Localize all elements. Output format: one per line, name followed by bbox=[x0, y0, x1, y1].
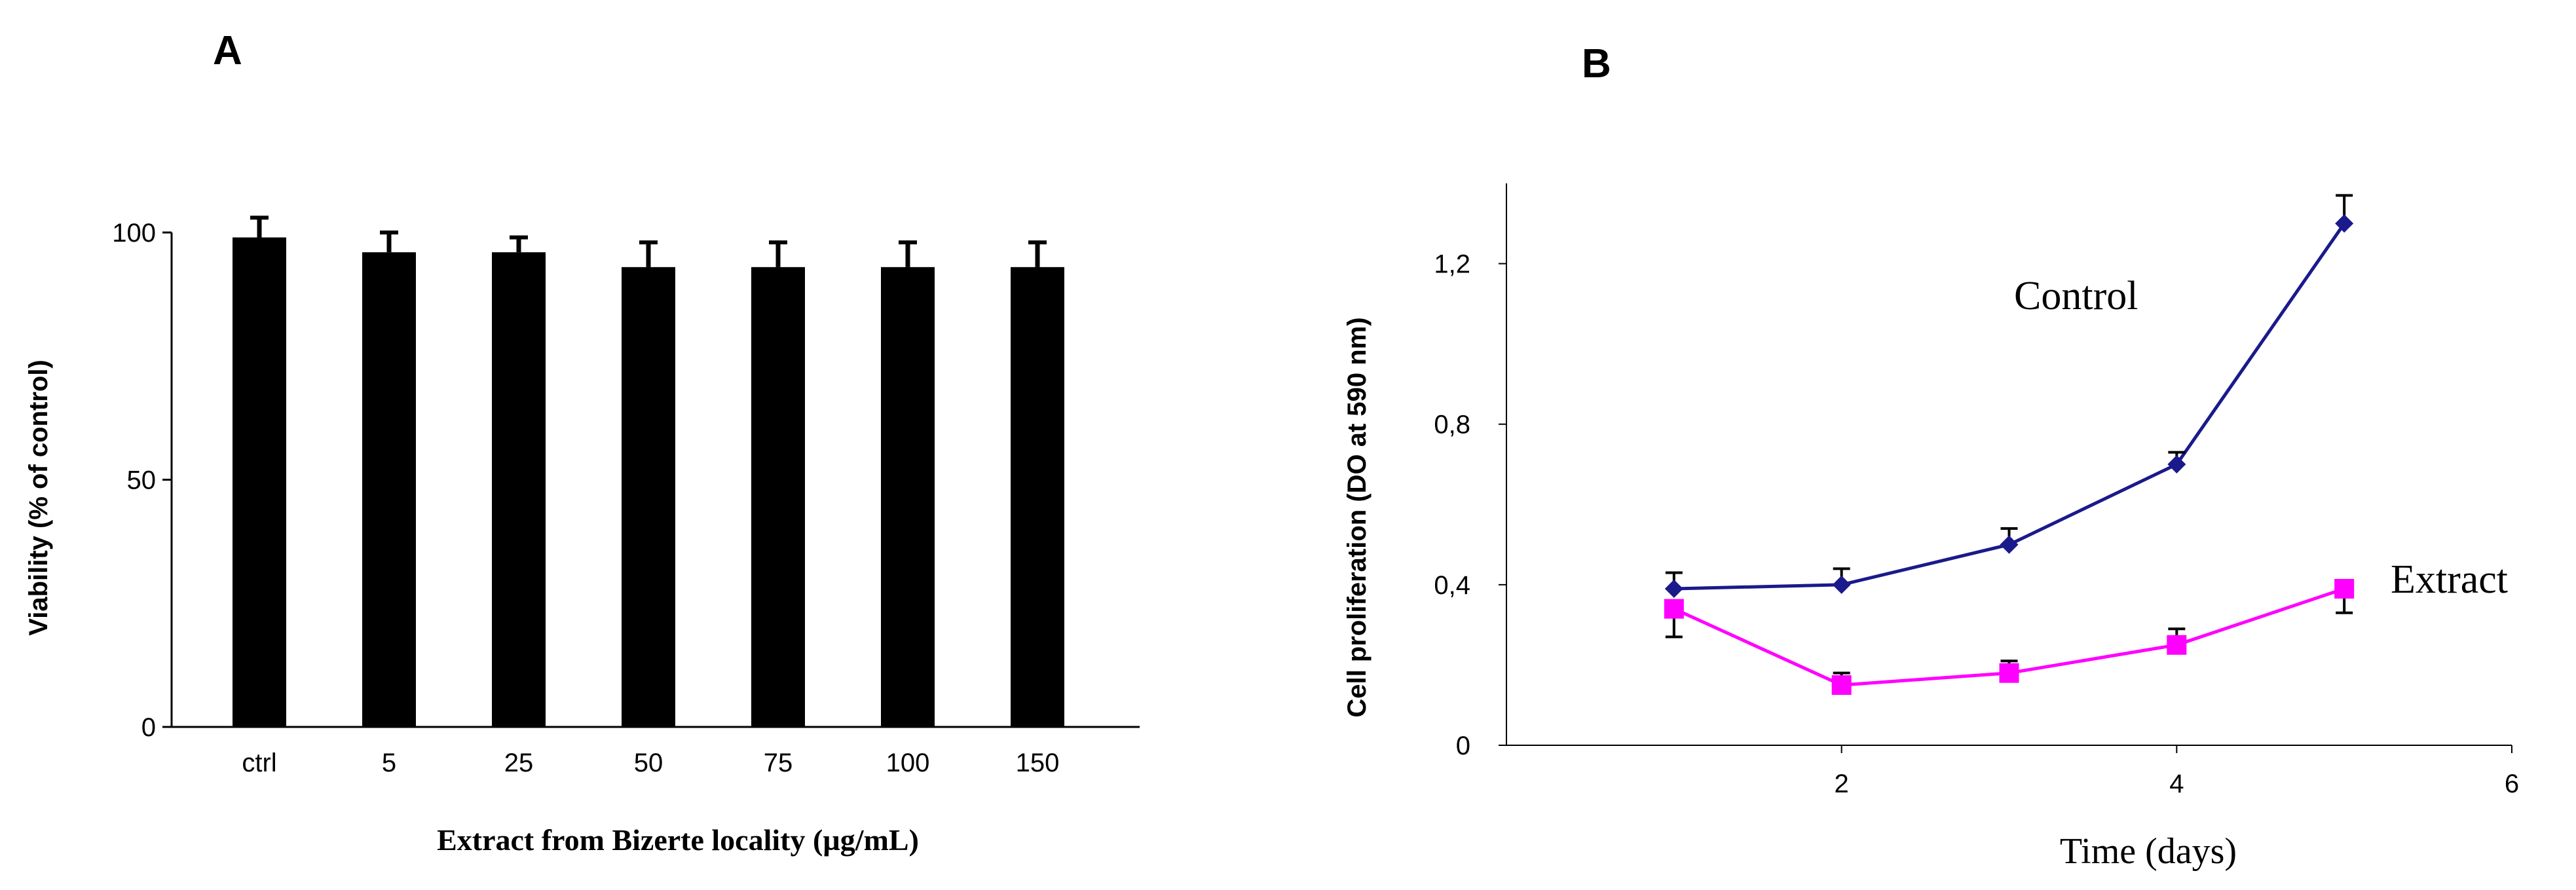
extract-series-label: Extract bbox=[2391, 557, 2508, 602]
panel-a-bar-chart: A 0 50 100 ctrl 5 25 50 75 100 150 Viability (% … bbox=[24, 28, 1140, 857]
panel-a-bar bbox=[233, 237, 286, 727]
panel-a-bar bbox=[622, 267, 675, 728]
control-series bbox=[1664, 194, 2354, 598]
control-data-point bbox=[1664, 579, 1683, 598]
panel-a-letter: A bbox=[213, 28, 242, 73]
panel-b-series bbox=[1664, 194, 2355, 695]
control-data-point bbox=[1832, 575, 1851, 594]
control-series-label: Control bbox=[2014, 274, 2138, 318]
panel-b-letter: B bbox=[1582, 41, 1611, 86]
extract-data-point bbox=[1999, 663, 2019, 683]
panel-a-x-axis-title: Extract from Bizerte locality (µg/mL) bbox=[437, 823, 919, 857]
panel-a-category-label: 5 bbox=[382, 749, 396, 777]
panel-a-bar bbox=[492, 252, 546, 727]
control-data-point bbox=[2167, 455, 2186, 473]
panel-b-y-tick-label: 0 bbox=[1456, 732, 1470, 760]
panel-a-y-tick-label: 100 bbox=[112, 219, 156, 248]
panel-b-y-tick-label: 0,4 bbox=[1434, 571, 1470, 600]
control-data-point bbox=[2335, 214, 2354, 233]
panel-b-line-chart: B 0 0,4 0,8 1,2 2 4 6 Control Extract Cell pr… bbox=[1343, 41, 2519, 872]
panel-b-axes bbox=[1506, 183, 2512, 746]
panel-a-y-tick-label: 0 bbox=[141, 713, 156, 742]
panel-b-x-tick-label: 2 bbox=[1835, 769, 1849, 798]
panel-a-error-bars bbox=[250, 215, 1047, 267]
panel-a-category-label: 150 bbox=[1016, 749, 1060, 777]
panel-b-y-tick-label: 1,2 bbox=[1434, 250, 1470, 279]
panel-a-y-axis-title: Viability (% of control) bbox=[24, 360, 53, 636]
extract-data-point bbox=[1664, 599, 1684, 619]
panel-a-category-label: 75 bbox=[764, 749, 793, 777]
panel-b-y-ticks: 0 0,4 0,8 1,2 bbox=[1434, 250, 1506, 760]
panel-a-y-ticks: 0 50 100 bbox=[112, 219, 172, 742]
control-data-point bbox=[2000, 535, 2019, 554]
panel-a-bar bbox=[362, 252, 416, 727]
panel-a-x-categories: ctrl 5 25 50 75 100 150 bbox=[242, 749, 1059, 777]
extract-data-point bbox=[2167, 635, 2187, 655]
panel-b-y-tick-label: 0,8 bbox=[1434, 411, 1470, 439]
panel-b-x-tick-label: 4 bbox=[2169, 769, 2184, 798]
panel-a-category-label: 50 bbox=[634, 749, 663, 777]
panel-a-bar bbox=[751, 267, 805, 728]
panel-b-x-ticks: 2 4 6 bbox=[1835, 745, 2519, 798]
panel-b-y-axis-title: Cell proliferation (DO at 590 nm) bbox=[1343, 317, 1372, 717]
panel-a-bars bbox=[233, 237, 1064, 728]
extract-data-point bbox=[2334, 578, 2355, 599]
panel-a-bar bbox=[881, 267, 935, 728]
panel-a-bar bbox=[1011, 267, 1064, 728]
panel-a-y-tick-label: 50 bbox=[127, 466, 157, 495]
panel-b-x-axis-title: Time (days) bbox=[2060, 831, 2237, 872]
extract-data-point bbox=[1831, 675, 1852, 695]
panel-a-category-label: 25 bbox=[504, 749, 534, 777]
panel-a-category-label: ctrl bbox=[242, 749, 276, 777]
panel-a-category-label: 100 bbox=[886, 749, 930, 777]
panel-b-x-tick-label: 6 bbox=[2505, 769, 2519, 798]
extract-series bbox=[1664, 578, 2355, 695]
